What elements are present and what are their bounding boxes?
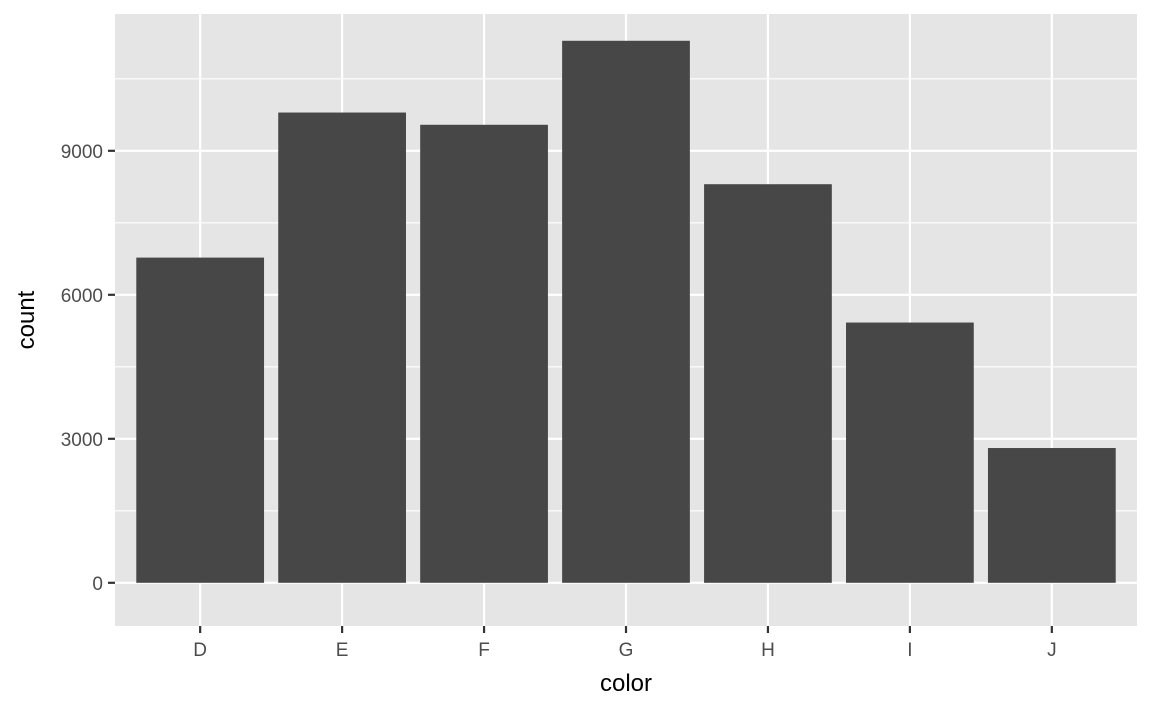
bar-E: [278, 112, 406, 583]
bar-F: [420, 124, 548, 583]
y-axis: 0 3000 6000 9000: [61, 142, 115, 595]
x-tick-label: D: [193, 640, 207, 661]
bar-I: [846, 322, 974, 583]
bar-D: [136, 257, 265, 583]
y-axis-title: count: [13, 290, 40, 349]
y-tick-label: 6000: [61, 286, 103, 307]
x-tick-label: I: [907, 640, 912, 661]
y-tick-label: 0: [92, 574, 103, 595]
x-axis-title: color: [600, 670, 652, 697]
bar-G: [562, 40, 690, 583]
bars: [136, 40, 1116, 583]
x-tick-label: F: [478, 640, 490, 661]
y-tick-label: 9000: [61, 142, 103, 163]
x-tick-label: E: [336, 640, 349, 661]
x-tick-label: H: [761, 640, 775, 661]
y-tick-label: 3000: [61, 430, 103, 451]
x-tick-label: J: [1047, 640, 1057, 661]
bar-H: [704, 184, 832, 583]
x-axis: D E F G H I J: [193, 626, 1057, 661]
x-tick-label: G: [619, 640, 634, 661]
bar-J: [987, 448, 1116, 583]
